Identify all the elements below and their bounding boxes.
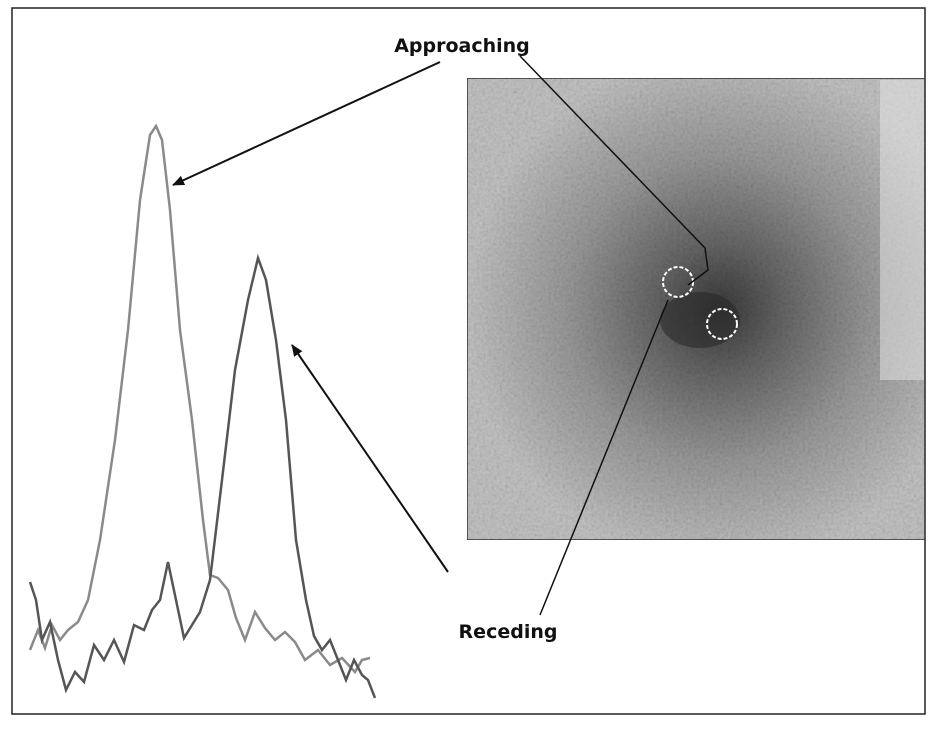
receding-spectrum <box>28 253 377 699</box>
approaching-spectrum <box>28 123 371 675</box>
approaching-arrow <box>172 61 441 186</box>
doppler-image <box>466 77 926 541</box>
approaching-pointer <box>519 55 709 286</box>
receding-label: Receding <box>459 621 558 643</box>
receding-pointer <box>539 299 669 616</box>
receding-circle <box>706 308 738 340</box>
receding-arrow <box>291 344 449 573</box>
approaching-label: Approaching <box>394 35 530 57</box>
